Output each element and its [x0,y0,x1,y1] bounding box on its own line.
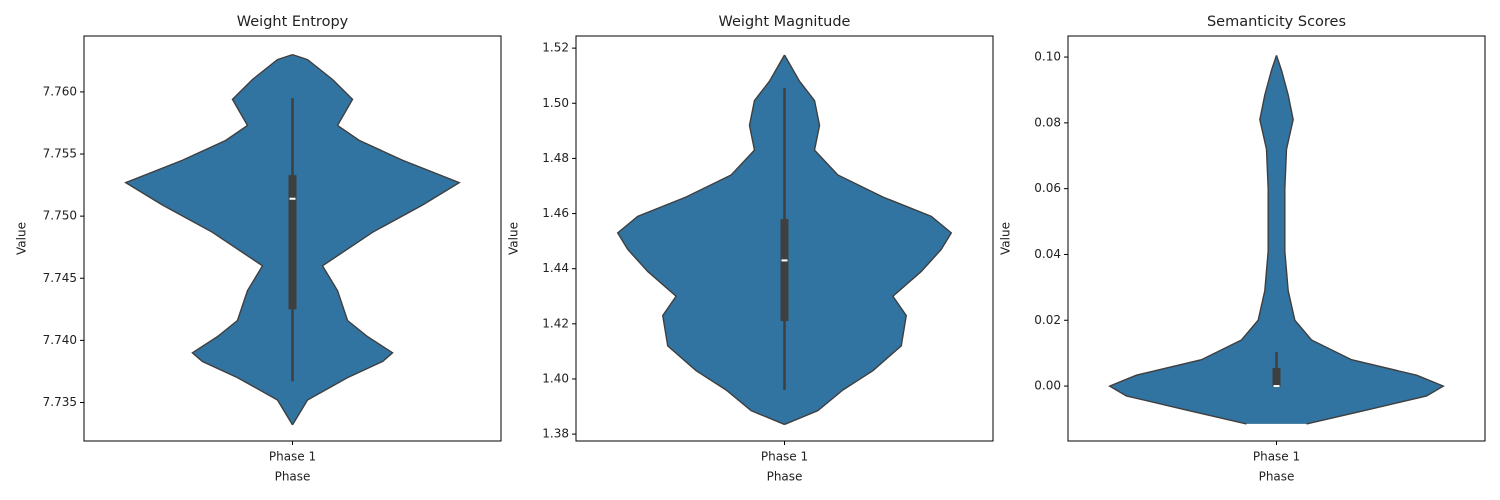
y-tick-label: 1.50 [542,96,569,110]
x-axis-label: Phase [767,470,803,484]
y-axis-label: Value [999,222,1013,255]
violin-outline-left [124,53,294,426]
y-axis-label: Value [15,222,29,255]
y-tick-label: 7.750 [43,209,77,223]
box [288,175,297,310]
y-tick-label: 0.08 [1034,115,1061,129]
y-tick-label: 1.38 [542,427,569,441]
violin-right [784,55,952,425]
y-tick-label: 1.48 [542,151,569,165]
y-tick-label: 1.52 [542,41,569,55]
x-axis-label: Phase [275,470,311,484]
violin-outline-left [1108,55,1278,425]
y-tick-label: 0.10 [1034,50,1061,64]
y-tick-label: 7.755 [43,147,77,161]
y-tick-label: 0.00 [1034,379,1061,393]
violin-right [292,54,460,425]
y-tick-label: 1.42 [542,316,569,330]
y-tick-label: 7.760 [43,84,77,98]
y-tick-label: 1.44 [542,261,569,275]
y-tick-label: 0.04 [1034,247,1061,261]
violin-outline-left [616,54,786,426]
y-axis-label: Value [507,222,521,255]
violin-outline-right [783,54,953,426]
violin-outline-right [1275,55,1445,425]
x-tick-label: Phase 1 [1253,450,1300,464]
x-axis-label: Phase [1259,470,1295,484]
violin-left [1109,55,1277,424]
chart-title: Weight Magnitude [719,14,851,30]
y-tick-label: 7.745 [43,271,77,285]
violin-left [617,55,785,425]
y-tick-label: 7.735 [43,395,77,409]
y-tick-label: 7.740 [43,333,77,347]
box [1272,367,1281,388]
violin-outline-right [291,53,461,426]
x-tick-label: Phase 1 [761,450,808,464]
chart-title: Semanticity Scores [1207,14,1346,30]
y-tick-label: 1.46 [542,206,569,220]
y-tick-label: 1.40 [542,371,569,385]
violin-right [1276,55,1444,424]
y-tick-label: 0.06 [1034,181,1061,195]
x-tick-label: Phase 1 [269,450,316,464]
box [780,219,789,322]
violin-left [125,54,293,425]
y-tick-label: 0.02 [1034,313,1061,327]
chart-title: Weight Entropy [237,14,349,30]
